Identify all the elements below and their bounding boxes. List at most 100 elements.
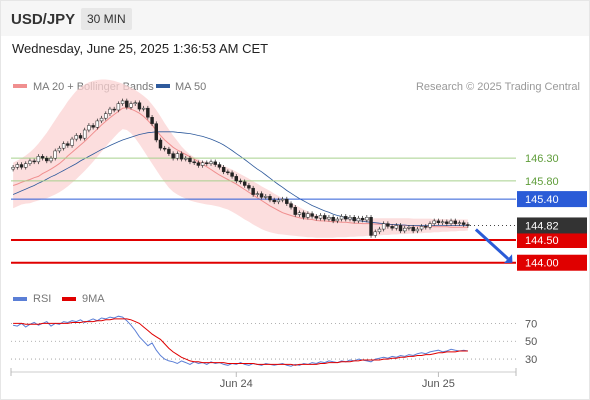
candle-body: [280, 198, 285, 201]
level-label-144.50: 144.50: [525, 235, 559, 247]
candle-body: [66, 143, 70, 146]
candle-body: [74, 135, 78, 140]
candle-body: [120, 100, 125, 104]
candle: [348, 215, 352, 222]
candle: [331, 215, 335, 224]
level-badge-145.40: [517, 191, 587, 208]
candle: [196, 160, 201, 168]
candle-body: [40, 156, 45, 159]
candle: [344, 214, 348, 222]
candle: [70, 136, 74, 148]
candle-body: [344, 216, 348, 220]
candle: [99, 115, 104, 124]
candle-body: [53, 150, 57, 159]
candle-body: [411, 227, 415, 232]
candle-body: [57, 147, 62, 152]
candle: [120, 98, 125, 106]
candle: [184, 155, 188, 162]
candle: [167, 146, 171, 156]
candle: [141, 105, 146, 112]
candle: [45, 155, 49, 164]
candle: [407, 225, 411, 231]
candle-body: [259, 193, 264, 198]
candle: [221, 165, 226, 175]
candle: [53, 148, 57, 161]
candle-body: [264, 196, 268, 198]
candle-body: [335, 218, 340, 222]
candle: [158, 137, 163, 151]
candle: [209, 159, 213, 166]
legend-label-9ma: 9MA: [82, 293, 105, 305]
candle: [213, 159, 217, 167]
candle: [327, 215, 331, 222]
candle-body: [133, 102, 137, 104]
candle-body: [268, 196, 272, 201]
candle-body: [457, 222, 462, 224]
legend-swatch-ma20: [13, 84, 27, 88]
candle: [394, 223, 399, 231]
candle: [36, 154, 41, 165]
candle: [24, 161, 28, 170]
candle: [217, 162, 222, 170]
credit-label: Research © 2025 Trading Central: [416, 81, 580, 93]
x-tick-label-Jun 24: Jun 24: [220, 378, 253, 390]
candle-body: [377, 228, 382, 233]
candle: [171, 151, 175, 161]
candle-body: [449, 220, 453, 224]
candle: [293, 205, 297, 217]
candle-body: [238, 180, 243, 183]
candle-body: [461, 222, 466, 225]
candle-body: [234, 176, 239, 182]
candle-body: [141, 107, 146, 110]
candle-body: [11, 167, 15, 170]
candle: [175, 151, 180, 161]
candle-body: [184, 157, 188, 160]
candle-body: [61, 143, 66, 149]
candle-body: [171, 153, 175, 159]
candle-body: [200, 162, 205, 166]
candle: [104, 111, 108, 121]
candle: [466, 222, 470, 228]
candle: [461, 220, 466, 227]
candle: [449, 218, 453, 226]
candle: [352, 215, 356, 224]
candle-body: [28, 160, 32, 164]
candle-body: [285, 198, 289, 204]
candle-body: [251, 187, 255, 195]
timeframe-badge[interactable]: 30 MIN: [81, 8, 132, 30]
candle: [238, 178, 243, 185]
candle: [403, 225, 407, 234]
candle-body: [209, 161, 213, 164]
candle: [322, 213, 327, 222]
candle: [242, 179, 247, 188]
candle-body: [440, 221, 445, 224]
legend-swatch-ma50: [156, 84, 170, 88]
candle: [365, 215, 369, 223]
candle-body: [365, 217, 369, 221]
candle-body: [158, 139, 163, 149]
rsi-9ma-line: [13, 318, 468, 366]
candle-body: [82, 129, 87, 139]
candle: [415, 226, 420, 234]
candle: [192, 159, 196, 165]
legend-swatch-rsi: [13, 297, 27, 301]
candle: [11, 165, 15, 172]
candle-body: [36, 156, 41, 163]
candle-body: [32, 160, 36, 163]
candle-body: [154, 123, 159, 141]
candle: [116, 101, 121, 113]
candle-body: [386, 223, 390, 227]
candle-body: [19, 164, 24, 168]
candle: [154, 121, 159, 143]
candle-body: [327, 217, 331, 220]
candle-body: [466, 224, 470, 226]
candle: [15, 162, 20, 170]
candle-body: [162, 147, 167, 150]
candle: [369, 215, 373, 238]
candle-body: [15, 164, 20, 168]
candle-body: [104, 113, 108, 119]
candle-body: [175, 153, 180, 159]
candle: [28, 158, 32, 166]
level-badge-144.50: [517, 232, 587, 248]
